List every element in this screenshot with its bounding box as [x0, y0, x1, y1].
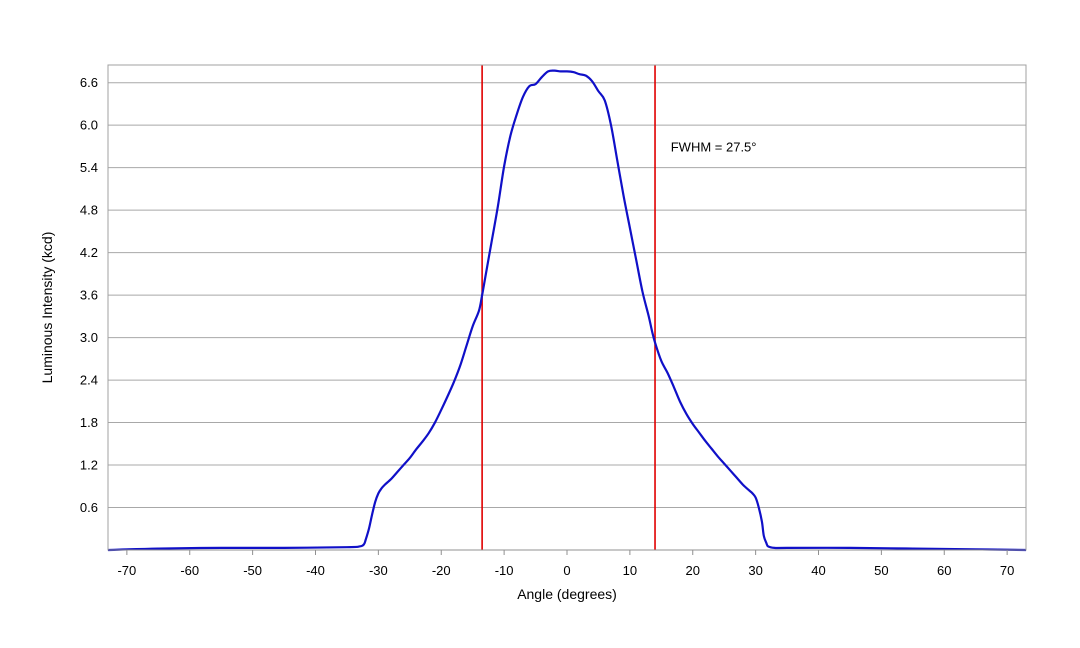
y-tick-label: 6.6 [80, 75, 98, 90]
y-axis-title: Luminous Intensity (kcd) [39, 232, 55, 384]
plot-area-frame [107, 64, 1027, 551]
y-tick-label: 5.4 [80, 160, 98, 175]
x-tick-label: -20 [432, 563, 451, 578]
y-tick-label: 1.8 [80, 415, 98, 430]
x-tick-label: -40 [306, 563, 325, 578]
x-tick-label: 70 [1000, 563, 1014, 578]
x-tick-label: 0 [563, 563, 570, 578]
x-tick-label: 40 [811, 563, 825, 578]
y-axis-ticks: 0.6 1.2 1.8 2.4 3.0 3.6 4.2 4.8 5.4 6.0 6.6 [80, 75, 98, 515]
x-axis-title: Angle (degrees) [517, 586, 617, 602]
x-axis-ticks: -70 -60 -50 -40 -30 -20 -10 0 10 20 30 40 50 60 70 [117, 550, 1014, 578]
y-tick-label: 2.4 [80, 373, 98, 388]
grid-lines [108, 82, 1026, 509]
series-line [107, 69, 1027, 552]
y-tick-label: 6.0 [80, 118, 98, 133]
x-tick-label: -50 [243, 563, 262, 578]
x-tick-label: 60 [937, 563, 951, 578]
annotations: FWHM = 27.5° [671, 139, 757, 154]
y-tick-label: 3.6 [80, 288, 98, 303]
x-tick-label: -10 [495, 563, 514, 578]
y-tick-label: 4.8 [80, 203, 98, 218]
x-tick-label: -30 [369, 563, 388, 578]
x-tick-label: 30 [748, 563, 762, 578]
y-tick-label: 3.0 [80, 330, 98, 345]
fwhm-marker-lines [481, 65, 656, 550]
series-group [107, 69, 1027, 552]
fwhm-annotation: FWHM = 27.5° [671, 139, 757, 154]
y-tick-label: 1.2 [80, 458, 98, 473]
y-tick-label: 4.2 [80, 245, 98, 260]
x-tick-label: 20 [686, 563, 700, 578]
y-tick-label: 0.6 [80, 500, 98, 515]
x-tick-label: 10 [623, 563, 637, 578]
x-tick-label: -60 [180, 563, 199, 578]
x-tick-label: -70 [117, 563, 136, 578]
x-tick-label: 50 [874, 563, 888, 578]
